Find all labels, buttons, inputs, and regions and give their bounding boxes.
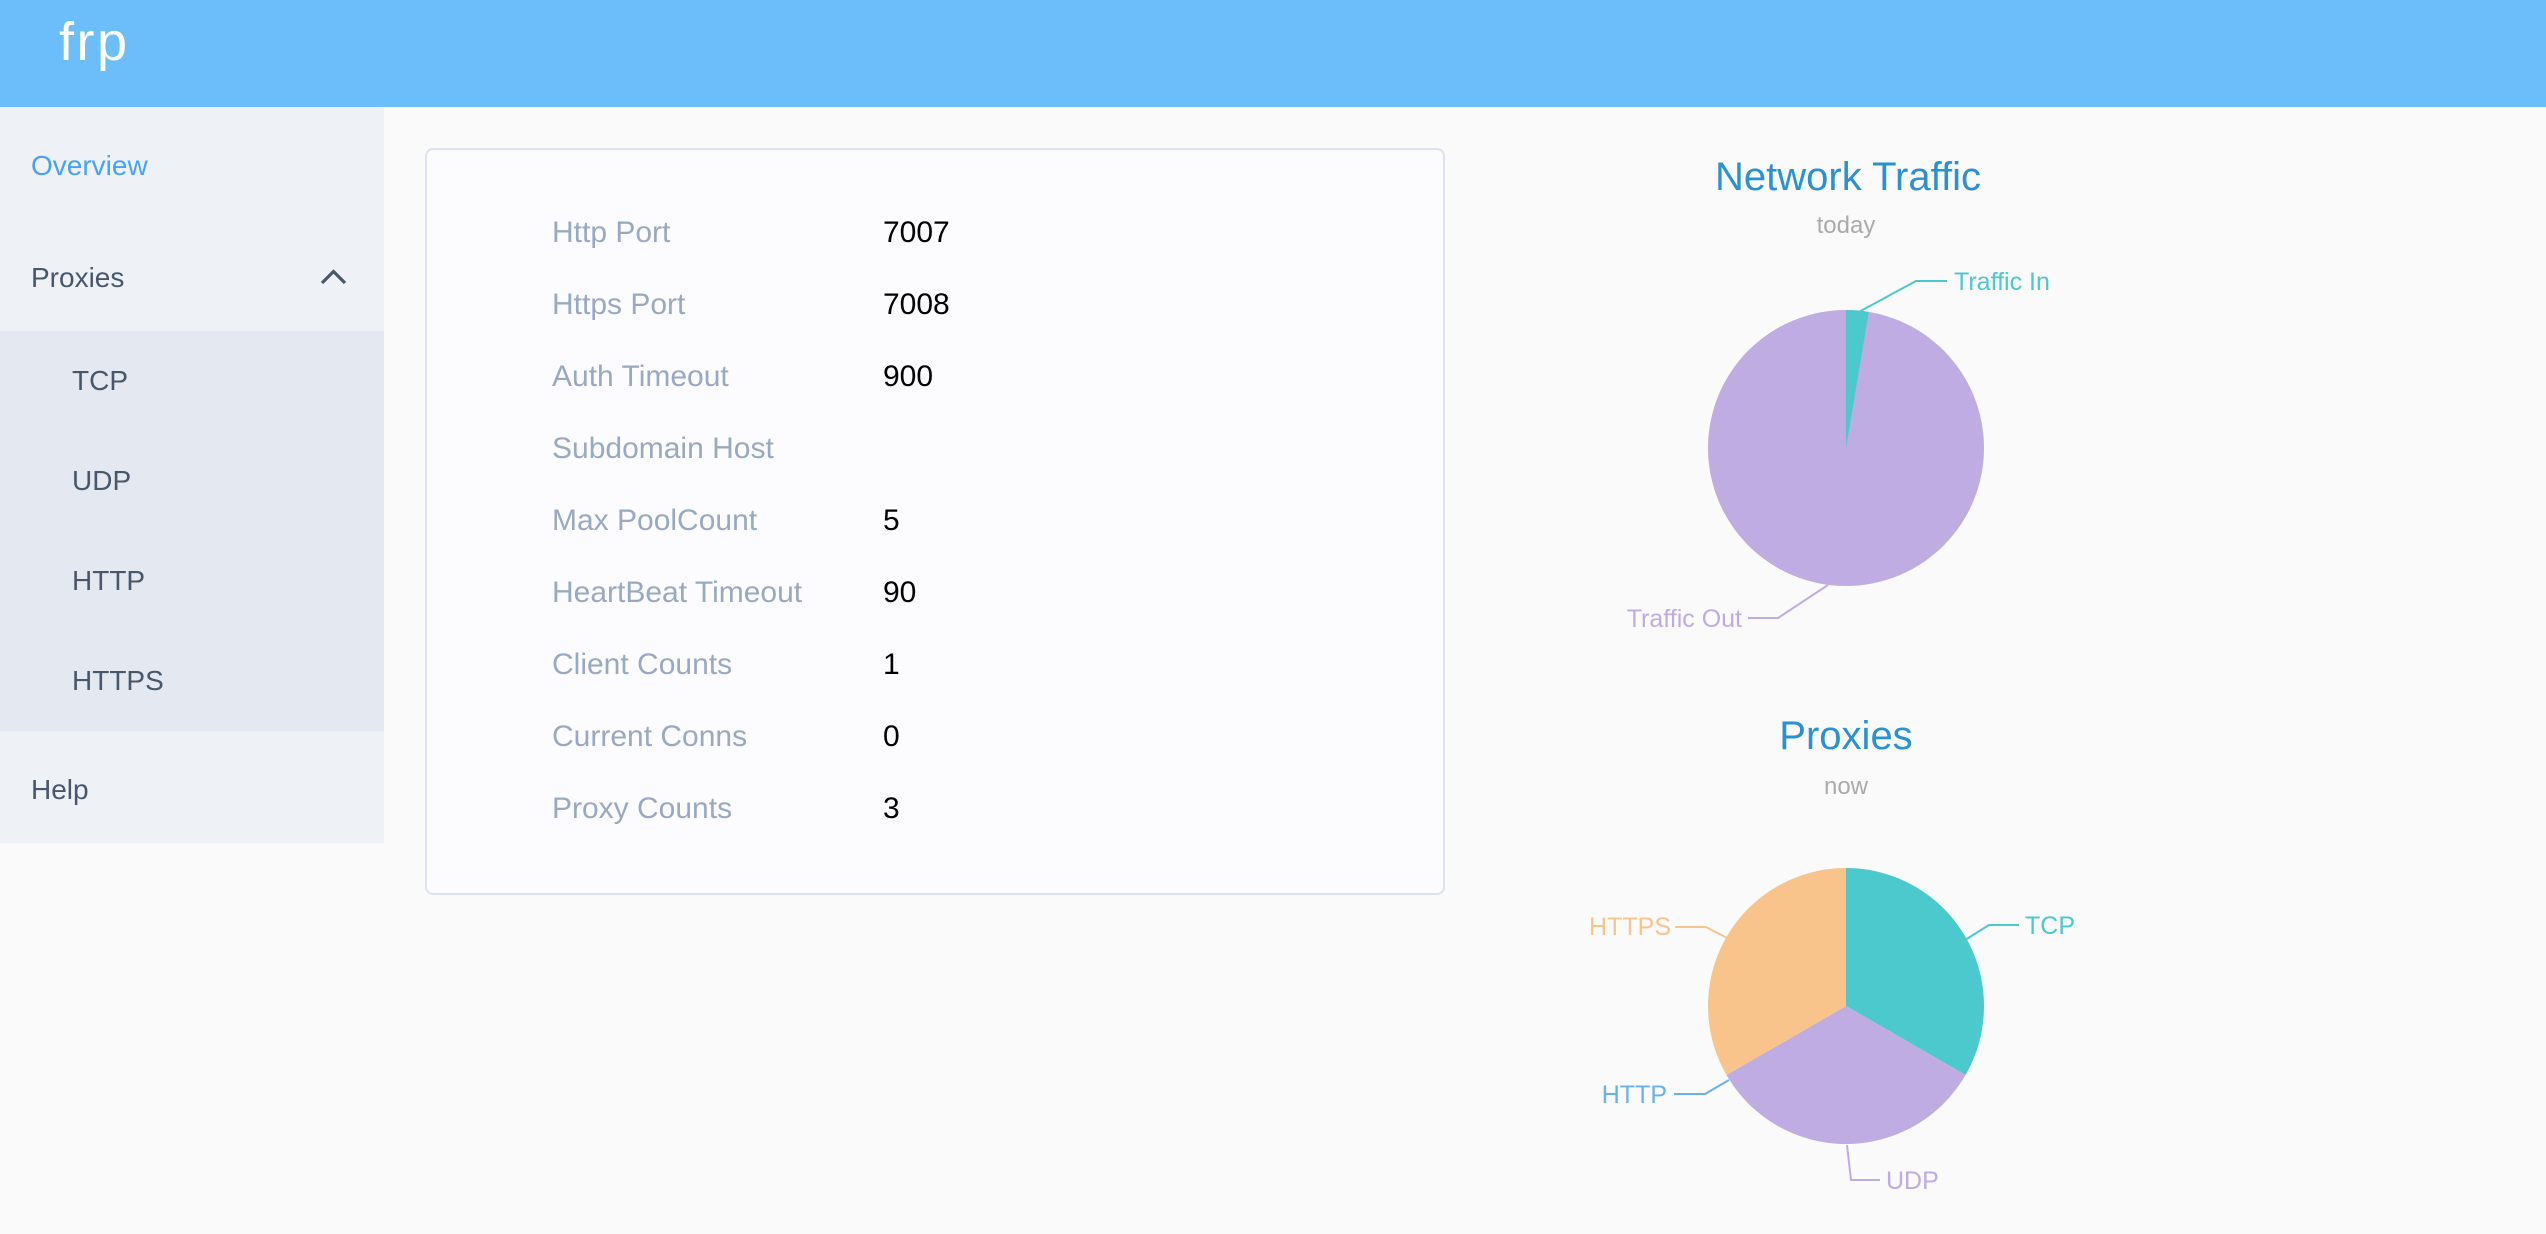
svg-text:UDP: UDP xyxy=(1886,1167,1939,1195)
svg-text:Traffic In: Traffic In xyxy=(1954,268,2050,296)
svg-text:Traffic Out: Traffic Out xyxy=(1627,605,1742,633)
svg-text:HTTP: HTTP xyxy=(1602,1081,1667,1109)
svg-text:HTTPS: HTTPS xyxy=(1589,913,1671,941)
svg-text:TCP: TCP xyxy=(2025,912,2075,940)
